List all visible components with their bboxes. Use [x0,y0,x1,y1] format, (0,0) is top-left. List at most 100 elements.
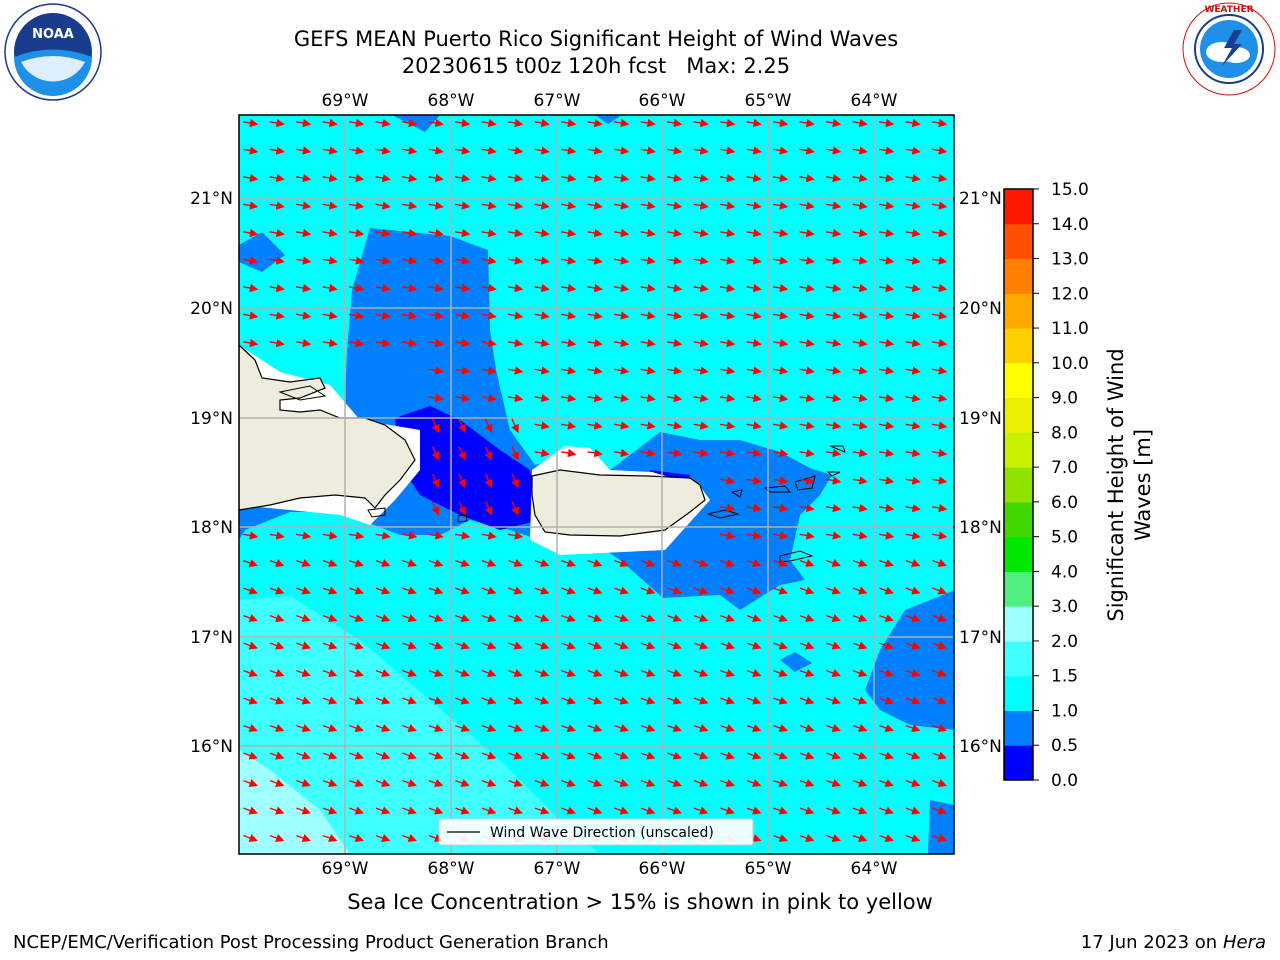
wave-direction-arrow [852,338,868,348]
wave-direction-arrow [931,283,948,293]
wave-direction-arrow [878,503,895,513]
wave-direction-arrow [349,779,364,787]
wave-direction-arrow [269,724,285,732]
wave-direction-arrow [481,696,497,705]
colorbar-segment [1004,189,1033,225]
wave-direction-arrow [454,201,471,210]
wave-direction-arrow [719,228,736,238]
wave-direction-arrow [375,256,391,265]
lon-label-bottom: 64°W [851,859,898,879]
wave-direction-arrow [428,393,444,403]
wave-direction-arrow [349,806,364,815]
footer-date: 17 Jun 2023 on Hera [1081,932,1266,953]
wave-direction-arrow [799,256,815,265]
wave-direction-arrow [322,338,338,348]
wave-direction-arrow [666,201,683,210]
wave-direction-arrow [852,614,868,622]
wave-direction-arrow [613,448,630,458]
wave-direction-arrow [746,393,762,403]
wave-direction-arrow [773,751,788,760]
wave-direction-arrow [746,751,762,760]
wave-direction-arrow [561,806,576,815]
wave-direction-arrow [826,669,841,677]
wave-direction-arrow [719,503,736,513]
wave-direction-arrow [428,724,444,732]
wave-direction-arrow [560,201,577,210]
wave-direction-arrow [852,669,868,677]
wave-direction-arrow [879,641,894,650]
wave-direction-arrow [640,366,656,375]
wave-direction-arrow [401,118,418,128]
wave-direction-arrow [693,256,709,265]
wave-direction-arrow [826,641,841,650]
wave-direction-arrow [560,311,577,320]
wave-direction-arrow [772,201,789,210]
wave-direction-arrow [402,614,417,622]
wave-direction-arrow [481,751,497,760]
wave-direction-arrow [932,696,947,705]
wave-direction-arrow [852,201,868,210]
wave-direction-arrow [296,641,311,650]
wave-direction-arrow [587,669,603,677]
colorbar-tick-label: 8.0 [1051,423,1078,443]
wave-direction-arrow [481,118,497,128]
wave-direction-arrow [772,283,789,293]
colorbar-segment [1004,397,1033,433]
colorbar-segment [1004,223,1033,260]
lon-label-top: 68°W [428,91,475,111]
wave-direction-arrow [719,256,736,265]
wave-direction-arrow [348,531,365,540]
wave-direction-arrow [905,201,921,210]
wave-direction-arrow [242,531,259,540]
wave-direction-arrow [825,256,842,265]
wave-direction-arrow [693,421,709,430]
wave-direction-arrow [375,559,391,567]
wave-direction-arrow [932,834,947,842]
wave-direction-arrow [932,669,947,677]
wave-direction-arrow [375,173,391,183]
wave-direction-arrow [746,476,762,485]
wave-direction-arrow [375,201,391,210]
wave-direction-arrow [348,256,365,265]
wave-direction-arrow [349,559,364,567]
wave-direction-arrow [401,228,418,238]
wave-direction-arrow [534,338,550,348]
wave-direction-arrow [799,614,815,622]
wave-direction-arrow [431,418,440,434]
chart-subtitle: 20230615 t00z 120h fcst Max: 2.25 [401,54,791,78]
wave-direction-arrow [428,311,444,320]
wave-direction-arrow [587,146,603,155]
wave-direction-arrow [640,173,656,183]
wave-direction-arrow [746,586,762,595]
wave-direction-arrow [852,641,868,650]
wave-direction-arrow [931,531,948,540]
wave-direction-arrow [561,669,576,677]
colorbar-segment [1004,258,1033,294]
wave-direction-arrow [296,586,311,595]
wave-direction-arrow [507,201,524,210]
wave-direction-arrow [296,669,311,677]
wave-direction-arrow [458,446,466,461]
wave-direction-arrow [878,118,895,128]
wave-direction-arrow [428,338,444,348]
wave-direction-arrow [640,669,656,677]
wave-direction-arrow [428,806,444,815]
wave-direction-arrow [640,283,656,293]
wave-direction-arrow [295,531,312,540]
wave-direction-arrow [826,614,841,622]
wave-direction-arrow [720,724,735,732]
wave-direction-arrow [825,173,842,183]
wave-direction-arrow [693,724,709,732]
wave-direction-arrow [719,476,736,485]
wave-direction-arrow [879,586,894,595]
wave-direction-arrow [561,641,576,650]
wave-direction-arrow [693,586,709,595]
wave-direction-arrow [296,779,311,787]
wave-direction-arrow [773,586,788,595]
wave-direction-arrow [534,393,550,403]
wave-direction-arrow [614,724,629,732]
wave-direction-arrow [587,696,603,705]
colorbar-segment [1004,536,1033,572]
lat-label-left: 19°N [190,409,233,429]
wave-direction-arrow [613,311,630,320]
